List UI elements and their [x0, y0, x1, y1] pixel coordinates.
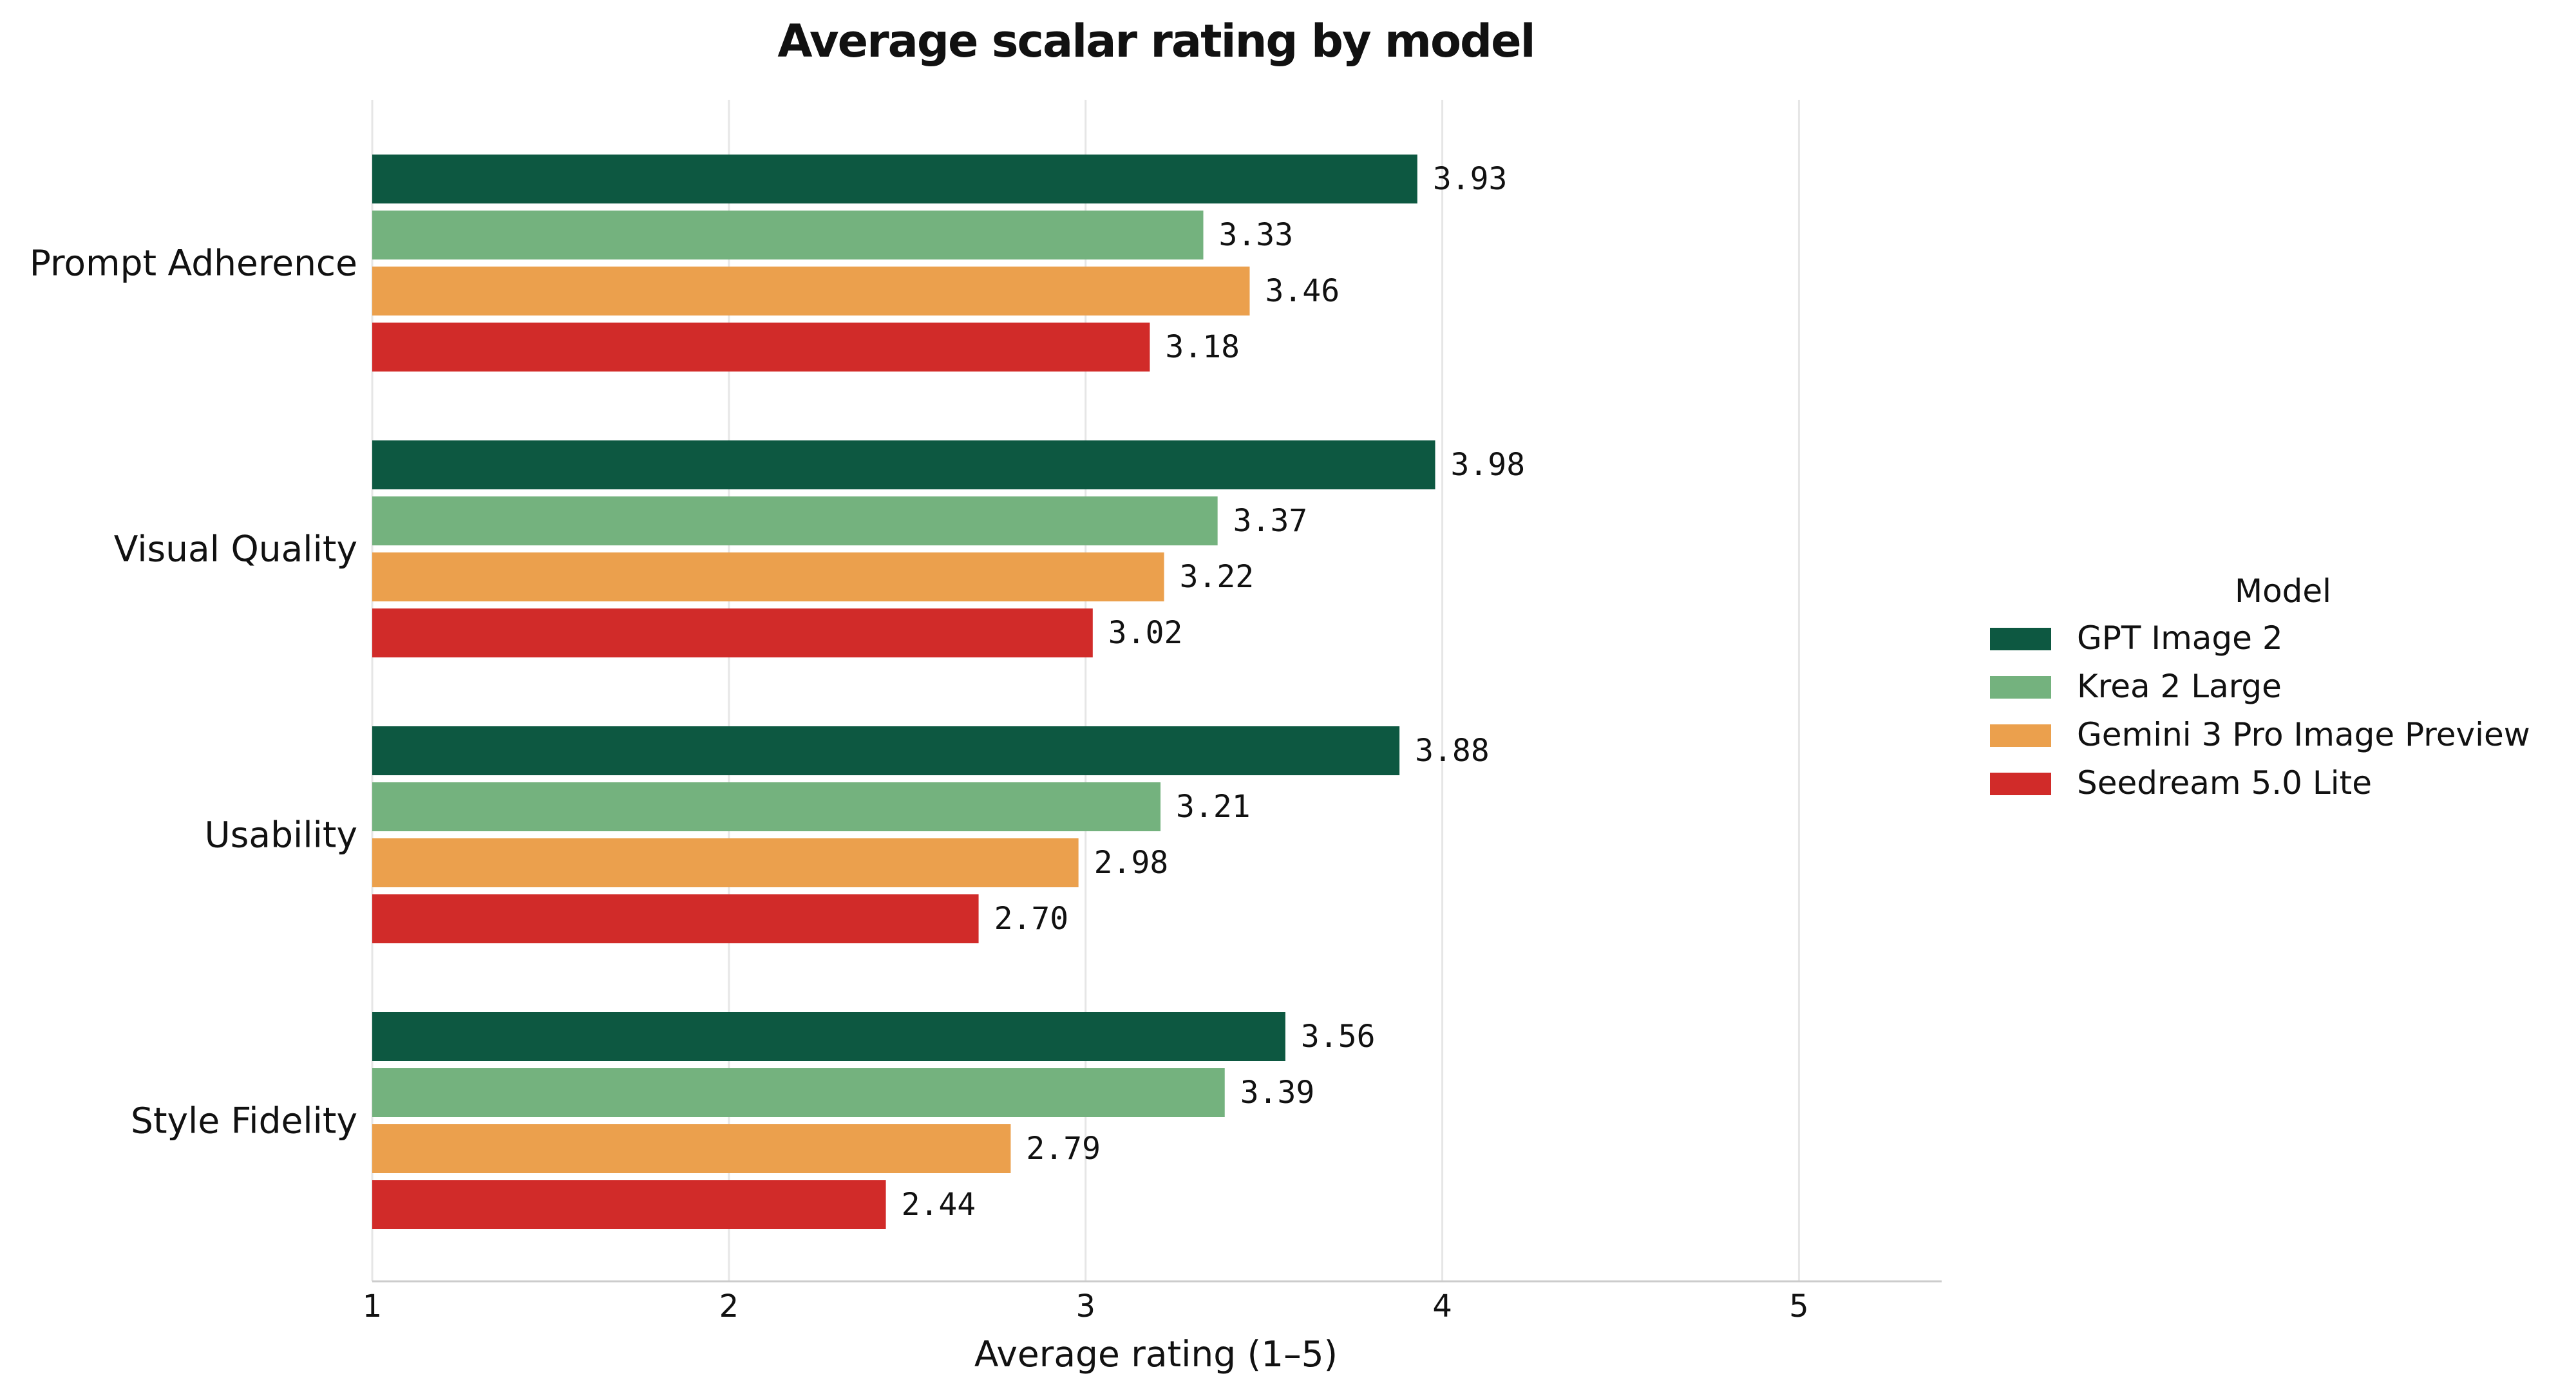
x-tick-label: 5	[1789, 1288, 1809, 1324]
value-label: 2.79	[1026, 1131, 1101, 1167]
legend-label: GPT Image 2	[2077, 619, 2283, 657]
legend-swatch	[1990, 676, 2051, 699]
value-label: 3.02	[1108, 615, 1183, 651]
legend-swatch	[1990, 773, 2051, 795]
legend-title: Model	[2235, 572, 2331, 610]
x-tick-label: 1	[363, 1288, 383, 1324]
legend-swatch	[1990, 628, 2051, 650]
value-label: 3.46	[1265, 273, 1340, 309]
bar	[372, 1180, 886, 1229]
category-label: Usability	[205, 815, 357, 856]
value-label: 3.93	[1433, 161, 1508, 197]
x-axis: 1 2 3 4 5	[363, 1280, 1942, 1324]
value-label: 3.39	[1240, 1075, 1315, 1111]
value-label: 3.21	[1176, 789, 1251, 825]
legend-swatch	[1990, 724, 2051, 747]
legend: Model GPT Image 2 Krea 2 Large Gemini 3 Pr…	[1990, 572, 2530, 802]
x-tick-label: 4	[1432, 1288, 1452, 1324]
bar	[372, 267, 1250, 316]
value-label: 2.44	[902, 1187, 976, 1223]
bar	[372, 838, 1079, 887]
value-label: 2.70	[994, 901, 1069, 937]
bar	[372, 1124, 1011, 1173]
x-tick-label: 2	[719, 1288, 739, 1324]
value-label: 3.37	[1233, 503, 1308, 539]
category-label: Visual Quality	[114, 529, 357, 570]
bar	[372, 894, 979, 943]
bar	[372, 608, 1093, 657]
value-label: 3.88	[1415, 733, 1490, 769]
chart-title: Average scalar rating by model	[777, 15, 1534, 68]
bar	[372, 440, 1435, 489]
bars	[372, 155, 1435, 1229]
bar	[372, 1012, 1285, 1061]
legend-label: Gemini 3 Pro Image Preview	[2077, 716, 2530, 753]
value-label: 3.22	[1180, 559, 1255, 595]
value-label: 3.98	[1451, 447, 1526, 483]
bar	[372, 323, 1150, 372]
value-label: 3.18	[1165, 329, 1240, 365]
bar	[372, 155, 1417, 203]
value-label: 2.98	[1094, 845, 1169, 881]
value-labels: 3.93 3.33 3.46 3.18 3.98 3.37 3.22 3.02 3.88 3.21…	[902, 161, 1526, 1223]
x-tick-label: 3	[1075, 1288, 1095, 1324]
category-labels: Prompt Adherence Visual Quality Usability S…	[30, 243, 357, 1142]
bar	[372, 726, 1400, 775]
category-label: Prompt Adherence	[30, 243, 357, 284]
category-label: Style Fidelity	[131, 1100, 357, 1142]
value-label: 3.56	[1301, 1019, 1376, 1055]
bar	[372, 1068, 1225, 1117]
bar	[372, 496, 1218, 545]
legend-label: Seedream 5.0 Lite	[2077, 764, 2372, 802]
value-label: 3.33	[1219, 217, 1294, 253]
legend-items: GPT Image 2 Krea 2 Large Gemini 3 Pro Imag…	[1990, 619, 2530, 802]
bar	[372, 211, 1204, 259]
bar	[372, 782, 1161, 831]
legend-label: Krea 2 Large	[2077, 668, 2282, 705]
x-axis-title: Average rating (1–5)	[974, 1333, 1338, 1375]
bar	[372, 552, 1164, 601]
